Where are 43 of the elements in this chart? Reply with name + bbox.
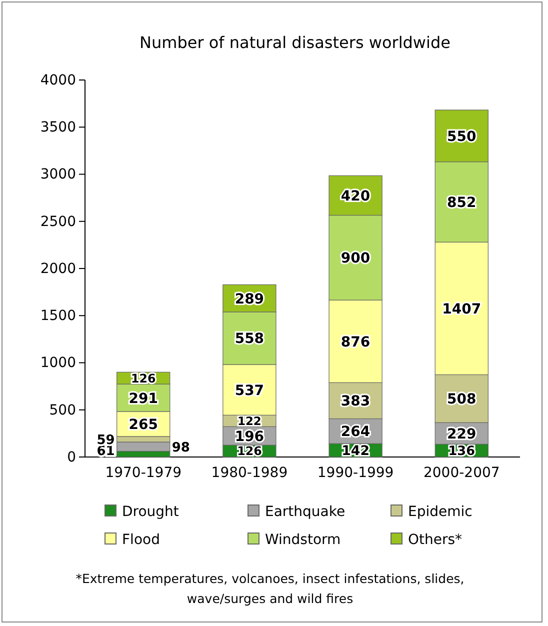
text: *Extreme temperatures, volcanoes, insect infestations, slides, wave/surges and wild fires bbox=[76, 571, 464, 606]
data-label: 900 bbox=[340, 250, 370, 267]
legend-label: Epidemic bbox=[408, 504, 472, 520]
y-tick-label: 1500 bbox=[40, 308, 76, 324]
data-label: 264 bbox=[340, 424, 370, 440]
data-label: 265 bbox=[128, 416, 158, 433]
chart-title: Number of natural disasters worldwide bbox=[140, 33, 450, 52]
legend-label: Drought bbox=[122, 504, 180, 520]
y-tick-label: 3500 bbox=[40, 120, 76, 136]
legend-label: Others* bbox=[408, 532, 462, 548]
data-label: 126 bbox=[130, 371, 156, 386]
data-label: 852 bbox=[447, 194, 476, 211]
data-label: 126 bbox=[237, 444, 262, 458]
y-tick-label: 1000 bbox=[40, 355, 76, 372]
data-label: 550 bbox=[447, 128, 477, 145]
data-label: 383 bbox=[340, 394, 370, 410]
data-label: 229 bbox=[447, 426, 476, 442]
x-tick-label: 1970-1979 bbox=[105, 464, 182, 481]
data-label: 136 bbox=[448, 444, 476, 460]
y-tick-label: 0 bbox=[67, 449, 76, 466]
y-tick-label: 4000 bbox=[40, 72, 76, 88]
data-label: 289 bbox=[234, 291, 264, 308]
y-tick-label: 2500 bbox=[40, 214, 76, 230]
legend-label: Earthquake bbox=[265, 504, 346, 520]
legend-label: Windstorm bbox=[265, 532, 341, 548]
y-tick-label: 3000 bbox=[40, 166, 76, 183]
data-label: 98 bbox=[172, 440, 190, 456]
data-label: 122 bbox=[237, 414, 262, 428]
data-label: 537 bbox=[234, 382, 264, 399]
data-label: 291 bbox=[128, 390, 158, 407]
data-label: 142 bbox=[342, 444, 370, 460]
data-label: 1407 bbox=[442, 301, 482, 318]
legend-label: Flood bbox=[122, 532, 160, 548]
y-tick-label: 2000 bbox=[40, 260, 76, 277]
data-label: 420 bbox=[340, 188, 370, 204]
x-tick-label: 1980-1989 bbox=[211, 464, 288, 481]
data-label: 558 bbox=[234, 331, 264, 348]
data-label: 876 bbox=[340, 334, 370, 350]
data-label: 508 bbox=[447, 392, 476, 408]
y-tick-label: 500 bbox=[49, 402, 76, 418]
data-label: 196 bbox=[234, 428, 264, 445]
x-tick-label: 1990-1999 bbox=[317, 464, 394, 481]
x-tick-label: 2000-2007 bbox=[423, 464, 500, 481]
